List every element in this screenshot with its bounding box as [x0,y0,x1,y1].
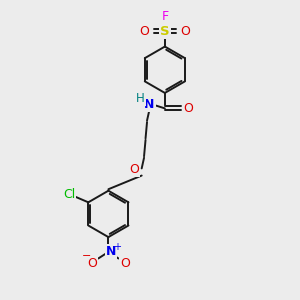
Text: H: H [136,92,145,105]
Text: N: N [106,245,116,258]
Text: O: O [181,25,190,38]
Text: O: O [87,257,97,270]
Text: S: S [160,25,170,38]
Text: +: + [113,242,121,252]
Text: O: O [129,163,139,176]
Text: Cl: Cl [63,188,75,201]
Text: F: F [161,10,168,23]
Text: −: − [82,251,92,261]
Text: O: O [139,25,149,38]
Text: N: N [144,98,154,111]
Text: O: O [120,257,130,270]
Text: O: O [183,102,193,115]
